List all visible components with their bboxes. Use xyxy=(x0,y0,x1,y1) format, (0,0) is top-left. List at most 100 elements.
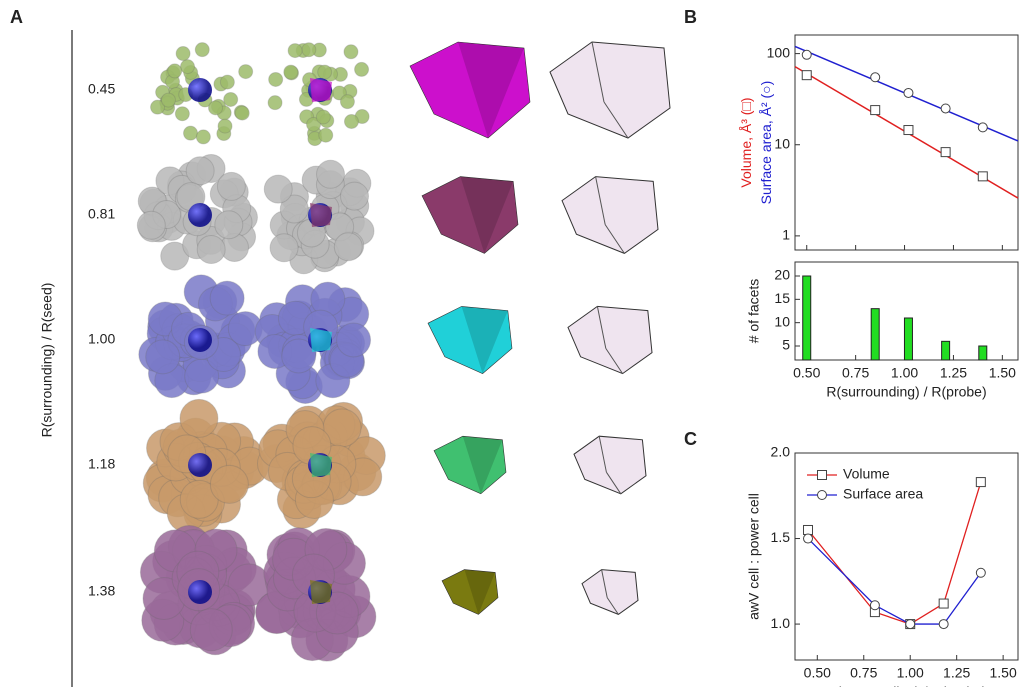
y-tick-label: 1.5 xyxy=(771,529,791,545)
atom xyxy=(160,92,176,108)
seed-atom xyxy=(188,328,212,352)
x-tick-label: 1.25 xyxy=(943,665,970,681)
panel-label: A xyxy=(10,7,23,27)
atom xyxy=(279,194,309,224)
atom xyxy=(354,61,370,77)
marker xyxy=(905,619,916,630)
cell-solid xyxy=(441,569,499,615)
marker xyxy=(977,122,988,133)
atom xyxy=(268,71,284,87)
marker xyxy=(869,600,880,611)
marker xyxy=(940,103,951,114)
cell-small xyxy=(310,328,332,352)
atom xyxy=(234,105,250,121)
x-tick-label: 0.50 xyxy=(804,665,831,681)
cell-edge xyxy=(591,41,605,103)
atom xyxy=(194,42,210,58)
atom xyxy=(179,398,219,438)
series-line xyxy=(807,538,982,625)
cell-small xyxy=(310,78,332,102)
legend-label: Surface area xyxy=(843,486,923,502)
atom xyxy=(216,171,246,201)
cell-face xyxy=(460,176,514,254)
x-tick-label: 1.50 xyxy=(990,665,1017,681)
x-tick-label: 1.50 xyxy=(989,365,1016,381)
row-label: 1.18 xyxy=(88,456,115,472)
marker xyxy=(975,477,986,488)
panel-a-images: 0.45 0.81 1.00 1.18 1.38 xyxy=(88,41,671,662)
atom xyxy=(318,127,334,143)
x-axis-label: R(surrounding) / R(probe) xyxy=(826,384,986,400)
atom xyxy=(301,42,317,58)
atom xyxy=(195,129,211,145)
cell-solid xyxy=(421,176,519,254)
atom xyxy=(167,63,183,79)
marker xyxy=(903,125,914,136)
marker xyxy=(870,72,881,83)
y-tick-label: 2.0 xyxy=(771,444,791,460)
cell-outline xyxy=(567,305,653,375)
y-tick-label: 1.0 xyxy=(771,615,791,631)
y-tick-label: 1 xyxy=(782,227,790,243)
atom xyxy=(316,159,346,189)
cell-edge xyxy=(604,224,625,254)
atom xyxy=(214,210,244,240)
marker xyxy=(975,567,986,578)
panel-label: C xyxy=(684,429,697,449)
atom xyxy=(208,100,224,116)
y-tick-label: 10 xyxy=(774,135,790,151)
marker xyxy=(801,70,812,81)
cell-outline xyxy=(561,176,659,254)
atom xyxy=(196,235,226,265)
cell-face xyxy=(458,42,524,138)
cell-small xyxy=(310,453,332,477)
atom xyxy=(174,106,190,122)
bar xyxy=(941,340,951,361)
cell-solid xyxy=(433,435,507,495)
atom xyxy=(317,64,333,80)
marker xyxy=(870,105,881,116)
x-tick-label: 0.75 xyxy=(850,665,877,681)
cell-edge xyxy=(603,101,629,139)
atom xyxy=(136,210,166,240)
atom xyxy=(189,608,233,652)
y-axis-label-part: Surface area, Å² (○) xyxy=(758,81,774,205)
marker xyxy=(977,171,988,182)
cell-face xyxy=(461,306,508,374)
row-label: 0.81 xyxy=(88,206,115,222)
atom xyxy=(219,74,235,90)
x-tick-label: 1.25 xyxy=(940,365,967,381)
atom xyxy=(238,64,254,80)
cell-face xyxy=(464,569,496,615)
cell-edge xyxy=(606,597,619,615)
atom xyxy=(333,232,363,262)
cell-edge xyxy=(598,436,607,473)
cell-edge xyxy=(605,348,624,374)
x-tick-label: 1.00 xyxy=(891,365,918,381)
atom xyxy=(315,591,359,635)
atom xyxy=(150,99,166,115)
y-axis-label: awV cell : power cell xyxy=(746,493,762,620)
atom xyxy=(306,116,322,132)
atom xyxy=(343,44,359,60)
y-tick-label: 100 xyxy=(767,44,791,60)
cell-edge xyxy=(601,569,608,598)
y-tick-label: 20 xyxy=(774,267,790,283)
marker xyxy=(803,524,814,535)
bar xyxy=(802,275,812,361)
seed-atom xyxy=(188,580,212,604)
atom xyxy=(263,174,293,204)
seed-atom xyxy=(188,203,212,227)
marker xyxy=(938,619,949,630)
panel-label: B xyxy=(684,7,697,27)
y-axis-label: # of facets xyxy=(746,279,762,344)
cell-solid xyxy=(409,41,531,139)
atom xyxy=(340,181,370,211)
y-axis-label: R(surrounding) / R(seed) xyxy=(39,283,55,438)
cell-edge xyxy=(596,306,607,349)
seed-atom xyxy=(188,453,212,477)
atom xyxy=(209,464,249,504)
atom xyxy=(183,125,199,141)
y-axis-label: Volume, Å³ (□) Surface area, Å² (○) xyxy=(738,81,774,205)
